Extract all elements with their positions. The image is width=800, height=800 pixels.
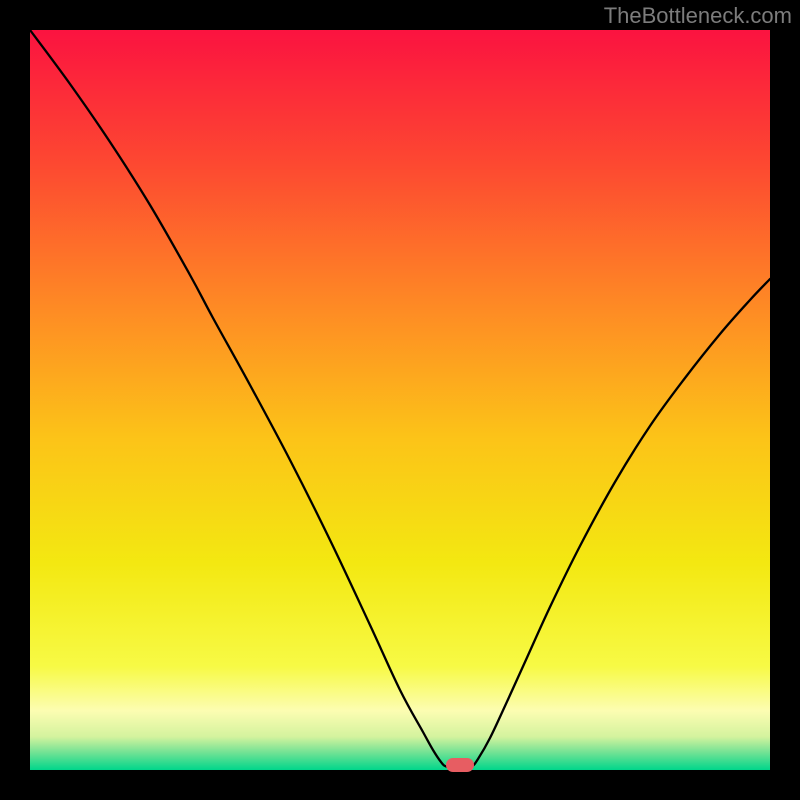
plot-area <box>30 30 770 770</box>
credit-watermark: TheBottleneck.com <box>604 3 792 29</box>
bottleneck-curve <box>30 30 770 770</box>
chart-stage: TheBottleneck.com <box>0 0 800 800</box>
optimal-marker <box>446 758 474 772</box>
